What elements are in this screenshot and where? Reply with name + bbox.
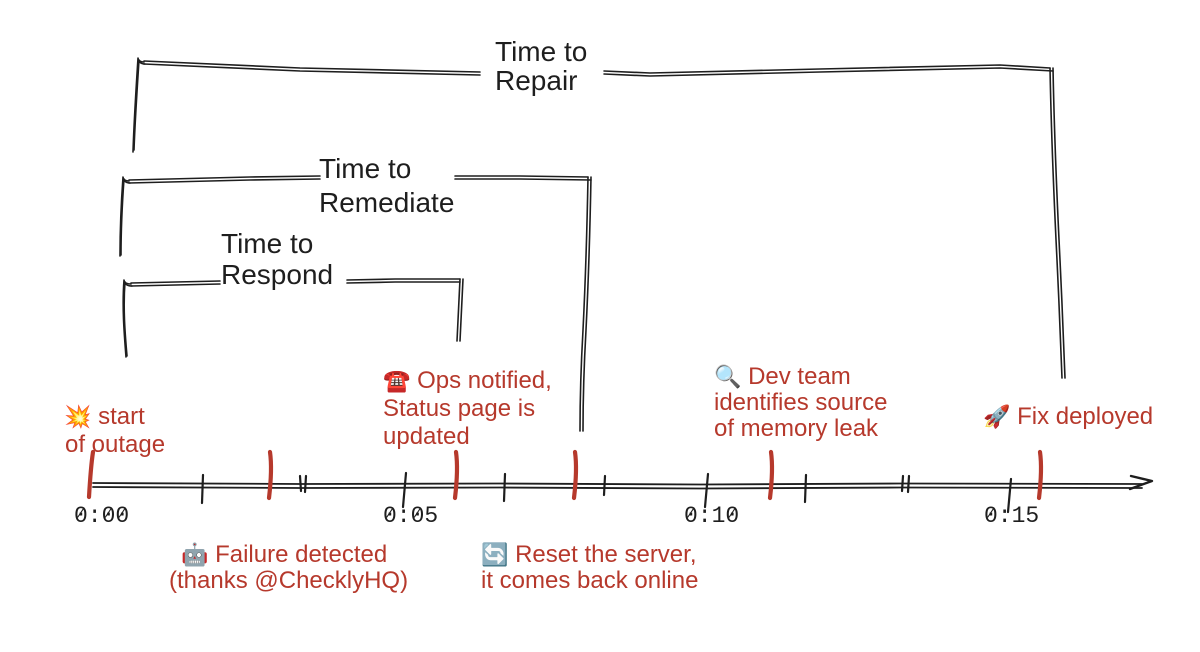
svg-text:it comes back online: it comes back online [481, 567, 698, 594]
svg-text:updated: updated [383, 423, 470, 450]
svg-text:🔄 Reset the server,: 🔄 Reset the server, [481, 541, 697, 568]
svg-text:Time to: Time to [495, 36, 587, 67]
svg-text:🤖 Failure detected: 🤖 Failure detected [181, 541, 387, 568]
svg-text:☎️ Ops notified,: ☎️ Ops notified, [383, 367, 552, 394]
svg-text:Remediate: Remediate [319, 187, 454, 218]
svg-text:identifies source: identifies source [714, 389, 887, 416]
svg-text:0:05: 0:05 [383, 503, 438, 529]
svg-text:0:10: 0:10 [684, 503, 739, 529]
svg-text:Repair: Repair [495, 65, 577, 96]
svg-text:of outage: of outage [65, 431, 165, 458]
svg-text:of memory leak: of memory leak [714, 415, 879, 442]
svg-text:0:15: 0:15 [984, 503, 1039, 529]
svg-text:Time to: Time to [221, 228, 313, 259]
svg-text:Time to: Time to [319, 153, 411, 184]
svg-text:Respond: Respond [221, 259, 333, 290]
svg-text:💥 start: 💥 start [64, 403, 145, 430]
svg-text:Status page is: Status page is [383, 395, 535, 422]
svg-text:(thanks @ChecklyHQ): (thanks @ChecklyHQ) [169, 567, 408, 594]
svg-text:🔍 Dev team: 🔍 Dev team [714, 362, 851, 390]
svg-text:🚀 Fix deployed: 🚀 Fix deployed [983, 403, 1153, 430]
svg-text:0:00: 0:00 [74, 503, 129, 529]
